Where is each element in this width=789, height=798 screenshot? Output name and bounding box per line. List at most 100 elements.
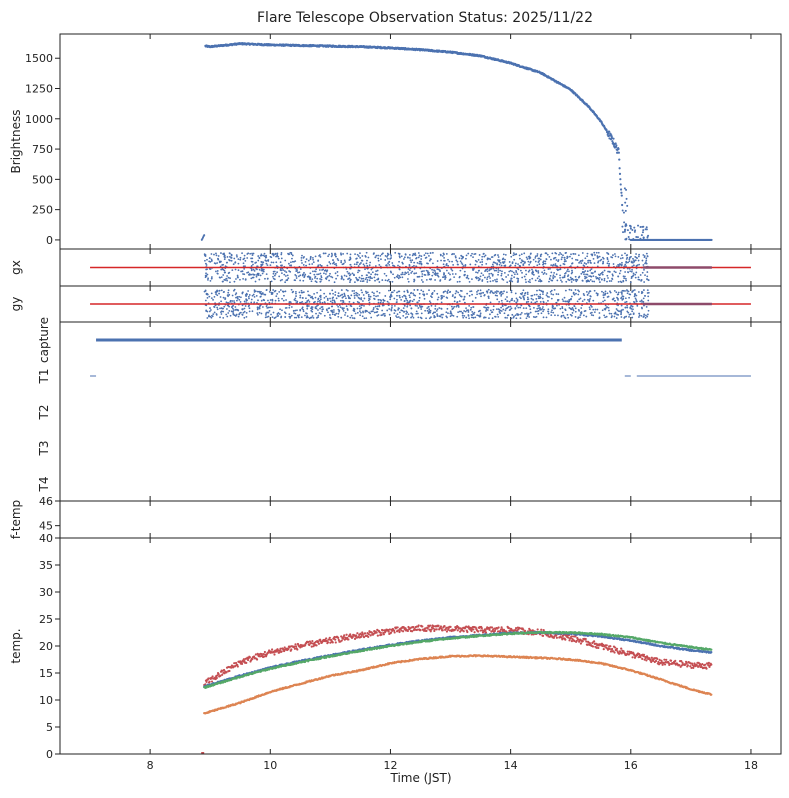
gy-point — [504, 298, 507, 301]
gy-point — [400, 298, 403, 301]
gx-point — [452, 264, 455, 266]
gy-point — [624, 306, 627, 309]
gx-point — [323, 272, 325, 275]
gx-point — [492, 279, 494, 282]
gy-point — [377, 314, 380, 316]
gy-point — [323, 314, 326, 317]
gx-point — [490, 272, 493, 275]
temp-red-point — [380, 633, 383, 636]
gx-point — [386, 279, 389, 282]
gy-point — [535, 315, 538, 318]
temp-red-point — [328, 636, 331, 639]
gy-point — [246, 293, 248, 296]
temp-red-point — [424, 627, 427, 630]
gx-point — [617, 256, 620, 258]
gx-point — [250, 260, 253, 263]
brightness-point — [634, 229, 637, 232]
temp-red-point — [329, 641, 332, 644]
gy-point — [631, 316, 634, 319]
gy-point — [526, 296, 529, 299]
gy-point — [514, 307, 517, 309]
gy-point — [647, 291, 650, 294]
gy-point — [577, 308, 580, 311]
gy-point — [476, 293, 479, 296]
gx-point — [232, 263, 235, 266]
gx-point — [413, 280, 415, 283]
gy-point — [508, 300, 511, 303]
gx-point — [356, 279, 359, 282]
gx-point — [601, 273, 604, 276]
gy-point — [494, 315, 497, 318]
gy-point — [370, 310, 373, 313]
gx-point — [364, 255, 367, 257]
gx-point — [272, 277, 275, 280]
brightness-point — [623, 221, 626, 224]
brightness-point — [627, 235, 630, 238]
gy-point — [213, 311, 216, 314]
gx-point — [226, 256, 229, 258]
gy-point — [295, 292, 297, 295]
gx-point — [348, 277, 350, 280]
gy-point — [364, 309, 367, 312]
gy-point — [335, 297, 338, 300]
gy-point — [272, 289, 275, 291]
gx-point — [205, 272, 207, 275]
gy-point — [319, 298, 322, 301]
brightness-point — [646, 236, 649, 239]
gx-point — [270, 261, 273, 264]
gy-point — [480, 295, 482, 298]
ftemp-ytick-label: 45 — [39, 520, 53, 533]
gx-point — [381, 252, 384, 255]
gy-point — [298, 291, 301, 294]
gx-point — [606, 257, 609, 259]
gx-point — [598, 281, 601, 283]
gy-point — [253, 301, 256, 304]
gy-point — [353, 289, 356, 292]
gx-point — [304, 273, 307, 276]
gy-point — [399, 296, 401, 299]
gy-point — [509, 305, 512, 308]
gy-point — [341, 299, 344, 302]
gy-point — [473, 311, 476, 314]
gx-point — [447, 258, 449, 261]
gy-point — [312, 297, 314, 300]
gy-point — [266, 316, 268, 318]
gx-point — [418, 262, 421, 265]
gx-point — [301, 274, 304, 277]
gx-point — [578, 261, 580, 264]
gy-point — [277, 299, 280, 302]
gy-point — [342, 301, 345, 304]
gy-point — [405, 312, 408, 315]
temp-red-point — [456, 629, 459, 632]
gx-point — [574, 253, 577, 255]
gx-point — [401, 276, 404, 279]
gy-point — [510, 317, 513, 320]
gx-point — [308, 263, 311, 266]
gy-point — [463, 314, 466, 317]
temp-red-point — [334, 638, 337, 641]
gy-point — [329, 300, 332, 303]
temp-red-point — [443, 624, 446, 628]
gx-point — [585, 263, 588, 265]
gy-point — [498, 310, 501, 313]
gx-point — [400, 255, 403, 258]
gx-point — [386, 257, 389, 260]
gx-point — [402, 258, 405, 260]
gx-point — [498, 263, 501, 266]
gy-point — [268, 301, 271, 304]
gy-point — [245, 311, 248, 314]
gx-point — [539, 278, 541, 281]
gx-point — [489, 277, 491, 279]
gx-point — [240, 270, 242, 273]
gy-point — [377, 295, 379, 297]
gy-point — [422, 290, 425, 293]
gy-point — [352, 301, 355, 304]
gy-point — [243, 300, 246, 303]
gy-point — [288, 304, 291, 307]
gy-point — [238, 313, 241, 316]
brightness-point — [628, 231, 631, 234]
brightness-point — [618, 172, 622, 175]
gy-point — [440, 307, 443, 310]
gx-point — [477, 258, 480, 261]
gx-point — [621, 257, 624, 259]
